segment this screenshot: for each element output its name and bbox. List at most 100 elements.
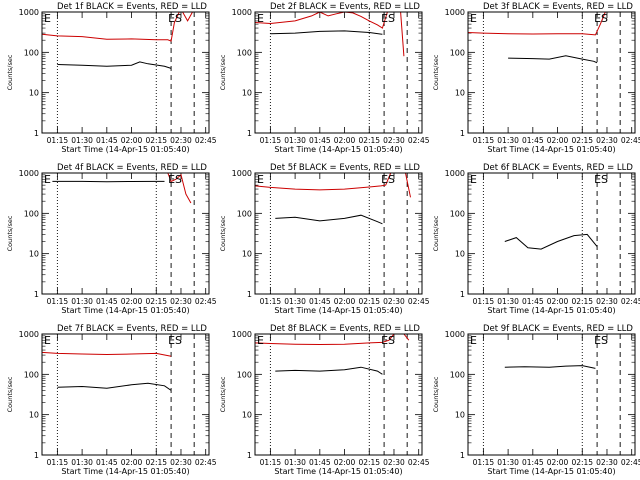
x-tick-label: 02:45: [195, 458, 217, 467]
y-tick-label: 1000: [445, 330, 465, 339]
lld-series-line: [255, 173, 411, 198]
y-tick-label: 1: [34, 290, 39, 299]
x-axis-label: Start Time (14-Apr-15 01:05:40): [61, 145, 189, 154]
x-tick-label: 01:15: [473, 458, 495, 467]
x-tick-label: 02:30: [170, 297, 192, 306]
y-tick-label: 1000: [232, 8, 252, 17]
y-tick-label: 100: [450, 370, 465, 379]
annotation-e: E: [44, 334, 51, 347]
annotation-e: E: [44, 12, 51, 25]
y-tick-label: 10: [29, 89, 39, 98]
y-tick-label: 10: [242, 411, 252, 420]
plot-frame: [467, 333, 636, 456]
plot-frame: [254, 333, 423, 456]
plot-frame: [41, 333, 210, 456]
y-tick-label: 100: [24, 48, 39, 57]
y-tick-label: 1: [460, 451, 465, 460]
y-axis-label: Counts/sec: [219, 376, 227, 412]
x-tick-label: 02:15: [358, 297, 380, 306]
plot-frame: [254, 172, 423, 295]
y-tick-label: 10: [242, 89, 252, 98]
x-tick-label: 02:00: [334, 458, 356, 467]
x-tick-label: 02:15: [358, 136, 380, 145]
x-tick-label: 01:45: [522, 297, 544, 306]
y-tick-label: 10: [455, 411, 465, 420]
annotation-e: E: [470, 12, 477, 25]
y-tick-label: 1000: [445, 8, 465, 17]
y-tick-label: 1000: [445, 169, 465, 178]
x-tick-label: 01:30: [497, 458, 519, 467]
y-tick-label: 1: [247, 451, 252, 460]
x-tick-label: 01:15: [260, 136, 282, 145]
plot-frame: [467, 172, 636, 295]
annotation-e: E: [470, 334, 477, 347]
events-series-line: [275, 366, 383, 375]
x-tick-label: 01:30: [497, 136, 519, 145]
x-tick-label: 02:30: [596, 136, 618, 145]
x-tick-label: 01:15: [473, 297, 495, 306]
x-tick-label: 01:15: [47, 136, 69, 145]
panel-det-9: Det 9f BLACK = Events, RED = LLD Counts/s…: [432, 324, 640, 476]
x-tick-label: 02:45: [621, 297, 640, 306]
lld-series-line: [468, 12, 624, 36]
x-tick-label: 02:45: [408, 297, 430, 306]
y-tick-label: 10: [29, 411, 39, 420]
x-tick-label: 01:45: [96, 297, 118, 306]
annotation-es: ES: [168, 12, 182, 25]
panel-det-6: Det 6f BLACK = Events, RED = LLD Counts/s…: [432, 163, 640, 315]
x-tick-label: 02:15: [358, 458, 380, 467]
x-tick-label: 01:45: [522, 458, 544, 467]
x-tick-label: 01:30: [497, 297, 519, 306]
x-tick-label: 01:30: [71, 136, 93, 145]
panel-det-3: Det 3f BLACK = Events, RED = LLD Counts/s…: [432, 2, 640, 154]
y-tick-label: 1000: [232, 169, 252, 178]
y-tick-label: 1000: [19, 330, 39, 339]
y-axis-label: Counts/sec: [432, 54, 440, 90]
annotation-es: ES: [594, 334, 608, 347]
events-series-line: [508, 55, 598, 64]
x-axis-label: Start Time (14-Apr-15 01:05:40): [274, 467, 402, 476]
chart-title: Det 2f BLACK = Events, RED = LLD: [270, 2, 420, 12]
x-tick-label: 02:00: [121, 297, 143, 306]
x-axis-label: Start Time (14-Apr-15 01:05:40): [274, 306, 402, 315]
annotation-e: E: [44, 173, 51, 186]
plot-frame: [254, 11, 423, 134]
events-series-line: [270, 30, 383, 35]
events-series-line: [57, 61, 172, 69]
y-axis-label: Counts/sec: [219, 54, 227, 90]
y-axis-label: Counts/sec: [432, 215, 440, 251]
chart-title: Det 6f BLACK = Events, RED = LLD: [483, 163, 633, 173]
x-tick-label: 02:30: [383, 136, 405, 145]
x-axis-label: Start Time (14-Apr-15 01:05:40): [487, 306, 615, 315]
panel-det-2: Det 2f BLACK = Events, RED = LLD Counts/s…: [219, 2, 430, 154]
y-axis-label: Counts/sec: [6, 376, 14, 412]
y-tick-label: 100: [450, 48, 465, 57]
x-axis-label: Start Time (14-Apr-15 01:05:40): [487, 467, 615, 476]
x-tick-label: 01:15: [260, 458, 282, 467]
x-tick-label: 01:15: [260, 297, 282, 306]
y-tick-label: 1: [34, 129, 39, 138]
x-tick-label: 02:00: [547, 297, 569, 306]
chart-title: Det 1f BLACK = Events, RED = LLD: [57, 2, 207, 12]
x-tick-label: 02:00: [334, 136, 356, 145]
x-tick-label: 02:45: [408, 458, 430, 467]
x-tick-label: 02:00: [547, 458, 569, 467]
y-tick-label: 1: [247, 129, 252, 138]
y-axis-label: Counts/sec: [219, 215, 227, 251]
x-tick-label: 02:15: [145, 297, 167, 306]
y-tick-label: 1000: [19, 169, 39, 178]
x-tick-label: 02:30: [170, 458, 192, 467]
events-series-line: [504, 233, 598, 250]
annotation-es: ES: [381, 173, 395, 186]
x-tick-label: 02:15: [571, 297, 593, 306]
chart-title: Det 8f BLACK = Events, RED = LLD: [270, 324, 420, 334]
x-tick-label: 01:45: [96, 136, 118, 145]
annotation-e: E: [257, 173, 264, 186]
y-tick-label: 1000: [232, 330, 252, 339]
annotation-e: E: [470, 173, 477, 186]
y-tick-label: 10: [455, 89, 465, 98]
lld-series-line: [42, 351, 172, 357]
y-tick-label: 10: [242, 250, 252, 259]
x-tick-label: 01:45: [309, 136, 331, 145]
